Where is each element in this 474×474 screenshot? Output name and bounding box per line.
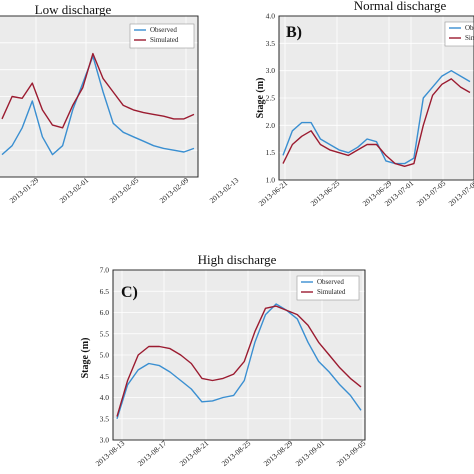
- y-tick-label: 6.5: [100, 287, 110, 296]
- x-tick-label: 2013-06-25: [309, 178, 342, 208]
- series-line-observed: [116, 303, 362, 420]
- x-tick-label: 2013-08-29: [262, 438, 295, 468]
- panel-a-plot: 2013-01-29 2013-02-01 2013-02-05 2013-02-09…: [0, 15, 241, 205]
- panel-a-title: Low discharge: [35, 2, 112, 17]
- panel-c-letter: C): [121, 284, 138, 301]
- panel-b-ylabel: Stage (m): [255, 78, 266, 119]
- series-line-observed: [282, 69, 471, 165]
- plot-frame: [0, 15, 199, 178]
- y-tick-label: 5.5: [100, 329, 110, 338]
- series-line-simulated: [116, 305, 362, 417]
- legend-label-simulated: Simulated: [465, 34, 474, 42]
- y-tick-label: 4.0: [266, 12, 276, 21]
- y-tick-label: 3.5: [100, 414, 110, 423]
- y-tick-label: 3.5: [266, 39, 276, 48]
- legend-box: [129, 23, 195, 49]
- panel-c-plot: 3.0 3.5 4.0 4.5 5.0 5.5 6.0 6.5 7.0 2013-08-13 201…: [94, 266, 368, 469]
- series-line-simulated: [1, 52, 195, 129]
- y-tick-label: 6.0: [100, 308, 110, 317]
- panel-b-normal-discharge: Normal discharge Stage (m) 1.0 1.5 2.0 2.5 3…: [255, 0, 474, 208]
- series-line-simulated: [282, 78, 471, 168]
- x-tick-label: 2013-02-09: [158, 175, 191, 205]
- y-tick-label: 5.0: [100, 351, 110, 360]
- legend-label-simulated: Simulated: [317, 288, 346, 296]
- x-tick-label: 2013-08-13: [94, 438, 127, 468]
- x-tick-label: 2013-09-01: [294, 438, 327, 468]
- x-tick-label: 2013-01-29: [8, 175, 41, 205]
- x-tick-label: 2013-08-17: [136, 438, 169, 468]
- panel-b-title: Normal discharge: [354, 0, 447, 13]
- y-tick-label: 7.0: [100, 266, 110, 275]
- panel-b-letter: B): [286, 24, 302, 41]
- x-tick-label: 2013-08-25: [220, 438, 253, 468]
- panel-a-low-discharge: Low discharge 2013-01-29 2013-02-01 2013-0…: [0, 2, 240, 205]
- y-tick-label: 1.5: [266, 148, 276, 157]
- legend-label-observed: Observed: [317, 278, 344, 286]
- y-tick-label: 2.0: [266, 121, 276, 130]
- plot-frame: [112, 269, 366, 441]
- legend-label-observed: Observed: [465, 24, 474, 32]
- x-tick-label: 2013-02-13: [208, 175, 241, 205]
- legend-label-simulated: Simulated: [150, 36, 179, 44]
- x-tick-label: 2013-07-09: [447, 178, 474, 208]
- y-tick-label: 1.0: [266, 176, 276, 185]
- series-line-observed: [1, 55, 195, 156]
- legend-box: [296, 275, 360, 301]
- plot-frame: [278, 15, 474, 181]
- x-tick-label: 2013-08-21: [178, 438, 211, 468]
- x-tick-label: 2013-07-05: [415, 178, 448, 208]
- x-tick-label: 2013-02-01: [58, 175, 91, 205]
- y-tick-label: 3.0: [100, 436, 110, 445]
- legend-box: [444, 21, 474, 47]
- x-tick-label: 2013-02-05: [108, 175, 141, 205]
- y-tick-label: 4.0: [100, 393, 110, 402]
- y-tick-label: 3.0: [266, 66, 276, 75]
- panel-c-high-discharge: High discharge Stage (m) 3.0 3.5 4.0 4.5 5.0…: [80, 252, 367, 468]
- y-tick-label: 4.5: [100, 372, 110, 381]
- x-tick-label: 2013-09-05: [335, 438, 368, 468]
- panel-c-title: High discharge: [198, 252, 277, 267]
- panel-c-ylabel: Stage (m): [80, 338, 91, 379]
- y-tick-label: 2.5: [266, 94, 276, 103]
- legend-label-observed: Observed: [150, 26, 177, 34]
